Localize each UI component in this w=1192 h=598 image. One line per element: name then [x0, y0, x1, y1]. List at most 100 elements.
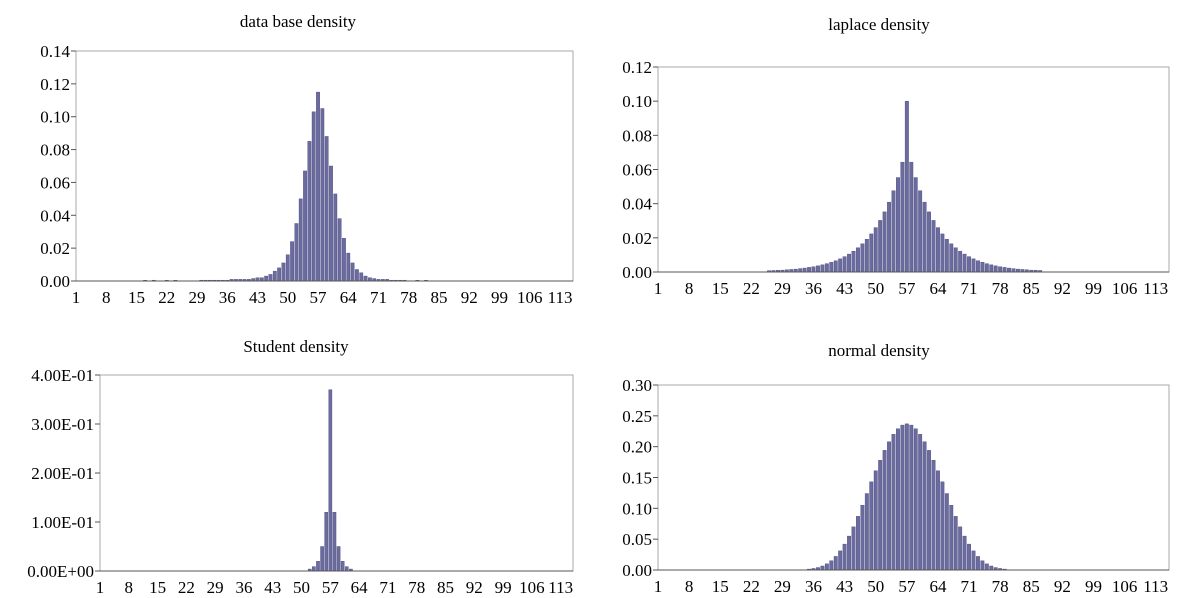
bar — [312, 566, 316, 572]
bar — [887, 201, 891, 273]
bar — [851, 526, 856, 571]
x-tick-label: 50 — [293, 578, 310, 597]
y-tick-label: 0.00E+00 — [27, 562, 94, 581]
chart-svg: data base density 0.00 0.02 0.04 0.06 0.08 0.… — [40, 12, 574, 307]
x-tick-label: 15 — [149, 578, 166, 597]
bar — [967, 543, 971, 571]
bar — [802, 267, 807, 273]
y-tick-label: 0.08 — [622, 126, 652, 145]
x-tick-label: 57 — [898, 279, 916, 298]
bar — [1002, 267, 1007, 273]
bar — [931, 220, 936, 273]
x-tick-label: 8 — [685, 577, 694, 596]
bar — [838, 550, 843, 571]
bar — [891, 434, 896, 571]
chart-svg: normal density 0.00 0.05 0.10 0.15 0.20 0.25 0… — [622, 341, 1170, 596]
bar — [824, 563, 829, 571]
bar — [320, 546, 324, 572]
bar — [807, 267, 812, 273]
bar — [993, 265, 998, 273]
chart-laplace-density: laplace density 0.00 0.02 0.04 0.06 0.08 0.10… — [596, 0, 1192, 320]
bar — [856, 247, 860, 273]
plot-frame — [99, 374, 574, 572]
bar — [337, 218, 342, 282]
bar — [860, 243, 865, 273]
bar — [856, 516, 860, 571]
x-tick-label: 78 — [992, 279, 1009, 298]
x-tick-label: 8 — [125, 578, 134, 597]
bar — [975, 556, 980, 571]
bar — [887, 441, 891, 571]
x-tick-label: 85 — [1023, 279, 1040, 298]
bar — [962, 535, 967, 571]
bar — [268, 274, 273, 282]
y-tick-label: 0.05 — [622, 530, 652, 549]
bar — [922, 441, 927, 571]
y-tick-label: 3.00E-01 — [31, 415, 94, 434]
bar — [962, 253, 967, 273]
chart-title: data base density — [240, 12, 357, 31]
bar — [949, 505, 954, 571]
bar — [833, 260, 838, 273]
bar — [984, 563, 989, 571]
chart-data-base-density: data base density 0.00 0.02 0.04 0.06 0.08 0.… — [0, 0, 596, 320]
x-tick-label: 8 — [102, 288, 111, 307]
bar — [975, 260, 980, 273]
bar — [980, 262, 985, 273]
x-tick-label: 106 — [1112, 577, 1138, 596]
bar — [958, 526, 963, 571]
x-tick-label: 1 — [72, 288, 81, 307]
bar — [811, 266, 816, 273]
x-tick-label: 50 — [867, 577, 884, 596]
y-tick-label: 0.25 — [622, 407, 652, 426]
bar — [303, 170, 307, 282]
x-tick-label: 36 — [235, 578, 252, 597]
x-tick-label: 8 — [685, 279, 694, 298]
x-tick-label: 113 — [1143, 279, 1168, 298]
bar — [842, 256, 847, 273]
x-tick-label: 78 — [400, 288, 417, 307]
y-tick-label: 0.12 — [622, 58, 652, 77]
bar — [342, 238, 346, 282]
x-tick-label: 85 — [437, 578, 454, 597]
bar — [316, 560, 320, 572]
plot-frame — [657, 66, 1170, 273]
bar — [918, 190, 923, 273]
y-tick-label: 0.08 — [40, 141, 70, 160]
bar — [891, 190, 896, 273]
x-tick-label: 64 — [351, 578, 369, 597]
bar — [989, 264, 994, 273]
bar — [940, 481, 945, 571]
y-tick-label: 0.10 — [40, 108, 70, 127]
bar — [896, 177, 900, 273]
bar — [918, 434, 923, 571]
y-tick-label: 0.00 — [622, 263, 652, 282]
bar — [922, 201, 927, 273]
bar — [980, 560, 985, 571]
bar — [927, 450, 931, 571]
x-tick-label: 50 — [279, 288, 296, 307]
bar — [820, 565, 825, 571]
bar — [967, 256, 971, 273]
bar — [324, 136, 329, 282]
x-tick-label: 43 — [264, 578, 281, 597]
x-tick-label: 29 — [774, 577, 791, 596]
x-tick-label: 85 — [431, 288, 448, 307]
x-tick-label: 64 — [929, 279, 947, 298]
bar — [953, 247, 958, 273]
x-tick-label: 78 — [992, 577, 1009, 596]
y-tick-label: 0.04 — [40, 206, 70, 225]
plot-frame — [657, 384, 1170, 571]
bar — [833, 556, 838, 571]
x-tick-label: 43 — [836, 577, 853, 596]
x-tick-label: 92 — [461, 288, 478, 307]
bar — [272, 270, 277, 282]
bar — [333, 193, 338, 282]
bar — [350, 262, 355, 282]
x-tick-label: 36 — [219, 288, 236, 307]
x-tick-label: 92 — [466, 578, 483, 597]
bar — [998, 266, 1003, 273]
bar — [878, 220, 883, 273]
bar — [882, 211, 887, 273]
bar — [829, 262, 834, 273]
